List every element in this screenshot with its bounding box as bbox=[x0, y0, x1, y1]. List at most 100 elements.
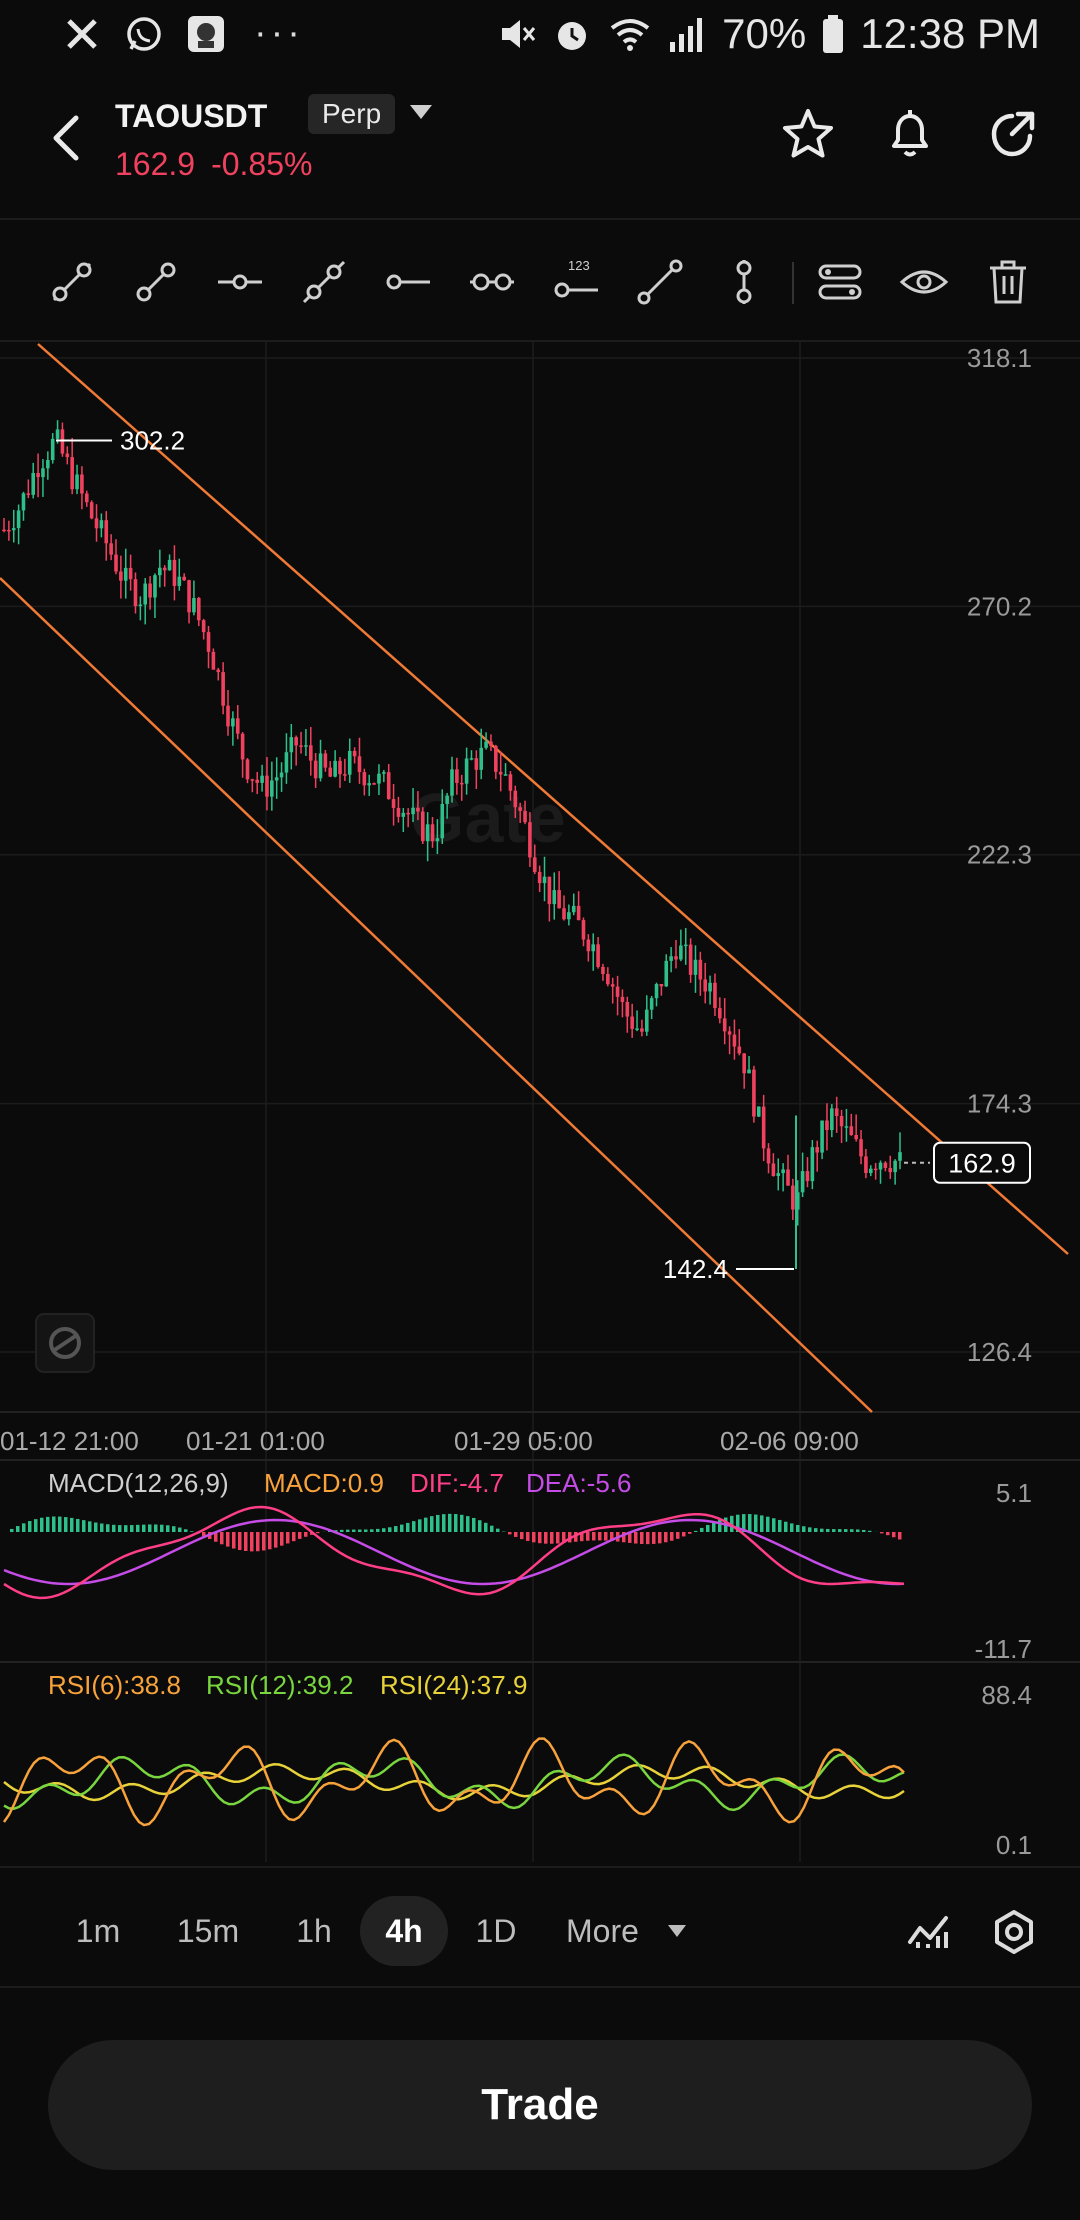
settings-icon[interactable] bbox=[990, 1908, 1038, 1956]
share-icon[interactable] bbox=[984, 106, 1040, 162]
rsi-panel: RSI(6):38.8 RSI(12):39.2 RSI(24):37.9 88.4 0… bbox=[2, 1670, 1032, 1860]
timeframe-1d[interactable]: 1D bbox=[475, 1913, 517, 1949]
parallel-channel-drawing[interactable] bbox=[0, 343, 1069, 1413]
contract-type-badge[interactable]: Perp bbox=[308, 94, 396, 134]
vertical-line-tool-icon[interactable] bbox=[718, 256, 770, 308]
candle-body bbox=[182, 576, 186, 581]
candle-body bbox=[357, 756, 362, 773]
ray-tool-icon[interactable] bbox=[130, 256, 182, 308]
candle-body bbox=[109, 543, 113, 555]
macd-histogram-bar bbox=[94, 1522, 98, 1532]
candle-body bbox=[459, 782, 464, 785]
macd-histogram-bar bbox=[598, 1532, 602, 1541]
candle-body bbox=[868, 1168, 873, 1174]
timeframe-1m[interactable]: 1m bbox=[75, 1913, 121, 1949]
macd-histogram-bar bbox=[376, 1528, 380, 1532]
macd-histogram-bar bbox=[820, 1528, 824, 1532]
candle-body bbox=[206, 632, 211, 652]
price-chart[interactable]: Gate 302.2 142.4 162.9 318.1 270.2 222.3 174.… bbox=[0, 342, 1080, 1872]
candle-body bbox=[830, 1108, 834, 1131]
candle-body bbox=[167, 559, 172, 571]
candle-body bbox=[800, 1171, 805, 1193]
bell-icon[interactable] bbox=[882, 106, 938, 162]
candle-body bbox=[859, 1139, 863, 1157]
macd-histogram-bar bbox=[112, 1524, 116, 1532]
macd-histogram-bar bbox=[406, 1522, 410, 1532]
macd-histogram-bar bbox=[220, 1532, 224, 1545]
macd-histogram-bar bbox=[868, 1530, 872, 1532]
more-notifications-indicator: ··· bbox=[254, 12, 304, 54]
macd-histogram-bar bbox=[652, 1532, 656, 1544]
macd-histogram-bar bbox=[178, 1527, 182, 1532]
macd-histogram-bar bbox=[304, 1532, 308, 1537]
header-divider bbox=[0, 218, 1080, 220]
macd-histogram-bar bbox=[844, 1529, 848, 1532]
macd-histogram-bar bbox=[448, 1513, 452, 1532]
macd-histogram-bar bbox=[664, 1532, 668, 1543]
candle-body bbox=[216, 669, 221, 673]
chevron-down-icon[interactable] bbox=[408, 102, 434, 122]
svg-text:123: 123 bbox=[568, 258, 590, 273]
candle-body bbox=[36, 472, 40, 478]
horizontal-ray-tool-icon[interactable] bbox=[382, 256, 434, 308]
candle-body bbox=[503, 774, 508, 776]
macd-histogram-bar bbox=[466, 1516, 470, 1532]
star-icon[interactable] bbox=[780, 106, 836, 162]
candle-body bbox=[644, 1009, 649, 1032]
symbol-name[interactable]: TAOUSDT bbox=[115, 98, 268, 134]
horizontal-line-tool-icon[interactable] bbox=[214, 256, 266, 308]
candle-body bbox=[328, 767, 333, 777]
macd-histogram-bar bbox=[40, 1517, 44, 1532]
candle-body bbox=[805, 1171, 810, 1182]
macd-histogram-bar bbox=[610, 1532, 614, 1542]
candle-body bbox=[123, 567, 128, 581]
candle-body bbox=[795, 1192, 800, 1210]
trade-button[interactable]: Trade bbox=[48, 2040, 1032, 2170]
macd-histogram-bar bbox=[250, 1532, 254, 1552]
candle-body bbox=[313, 760, 318, 779]
macd-histogram-bar bbox=[514, 1532, 518, 1537]
candle-body bbox=[80, 474, 84, 494]
macd-histogram-bar bbox=[358, 1529, 362, 1532]
candle-body bbox=[299, 745, 303, 747]
timeframe-1h[interactable]: 1h bbox=[296, 1913, 332, 1949]
eye-icon[interactable] bbox=[898, 256, 950, 308]
trash-icon[interactable] bbox=[982, 256, 1034, 308]
candle-body bbox=[698, 959, 703, 980]
segment-tool-icon[interactable] bbox=[634, 256, 686, 308]
channel-lower-line bbox=[0, 577, 873, 1413]
macd-histogram-bar bbox=[856, 1529, 860, 1532]
macd-histogram-bar bbox=[838, 1529, 842, 1532]
trend-line-tool-icon[interactable] bbox=[46, 256, 98, 308]
timeframe-4h[interactable]: 4h bbox=[360, 1896, 448, 1966]
chevron-down-icon[interactable] bbox=[666, 1923, 688, 1939]
candle-body bbox=[2, 529, 6, 532]
candle-body bbox=[430, 824, 435, 842]
timeframe-15m[interactable]: 15m bbox=[176, 1913, 240, 1949]
candle-body bbox=[377, 773, 381, 784]
time-axis: 01-12 21:00 01-21 01:00 01-29 05:00 02-06 0… bbox=[0, 1426, 859, 1456]
timeframe-divider bbox=[0, 1986, 1080, 1988]
extended-line-tool-icon[interactable] bbox=[298, 256, 350, 308]
timeframe-more[interactable]: More bbox=[566, 1913, 639, 1949]
macd-histogram-bar bbox=[736, 1514, 740, 1532]
candle-body bbox=[786, 1169, 790, 1186]
candlestick-series bbox=[2, 420, 902, 1270]
macd-title: MACD(12,26,9) bbox=[48, 1468, 229, 1498]
time-axis-label: 01-12 21:00 bbox=[0, 1426, 139, 1456]
candle-body bbox=[192, 598, 196, 613]
chart-overlay-button[interactable] bbox=[35, 1313, 95, 1373]
drawings-settings-icon[interactable] bbox=[814, 256, 866, 308]
clock: 12:38 PM bbox=[860, 10, 1040, 57]
parallel-channel-tool-icon[interactable] bbox=[466, 256, 518, 308]
candle-body bbox=[537, 871, 542, 884]
candle-body bbox=[649, 998, 654, 1010]
indicators-icon[interactable] bbox=[904, 1908, 952, 1956]
candle-body bbox=[235, 718, 240, 734]
macd-histogram-bar bbox=[316, 1532, 320, 1534]
back-arrow-icon[interactable] bbox=[40, 110, 96, 166]
macd-histogram-bar bbox=[454, 1514, 458, 1532]
signal-icon bbox=[670, 18, 703, 52]
price-label-tool-icon[interactable]: 123 bbox=[550, 256, 602, 308]
price-axis-label: 222.3 bbox=[967, 840, 1032, 870]
